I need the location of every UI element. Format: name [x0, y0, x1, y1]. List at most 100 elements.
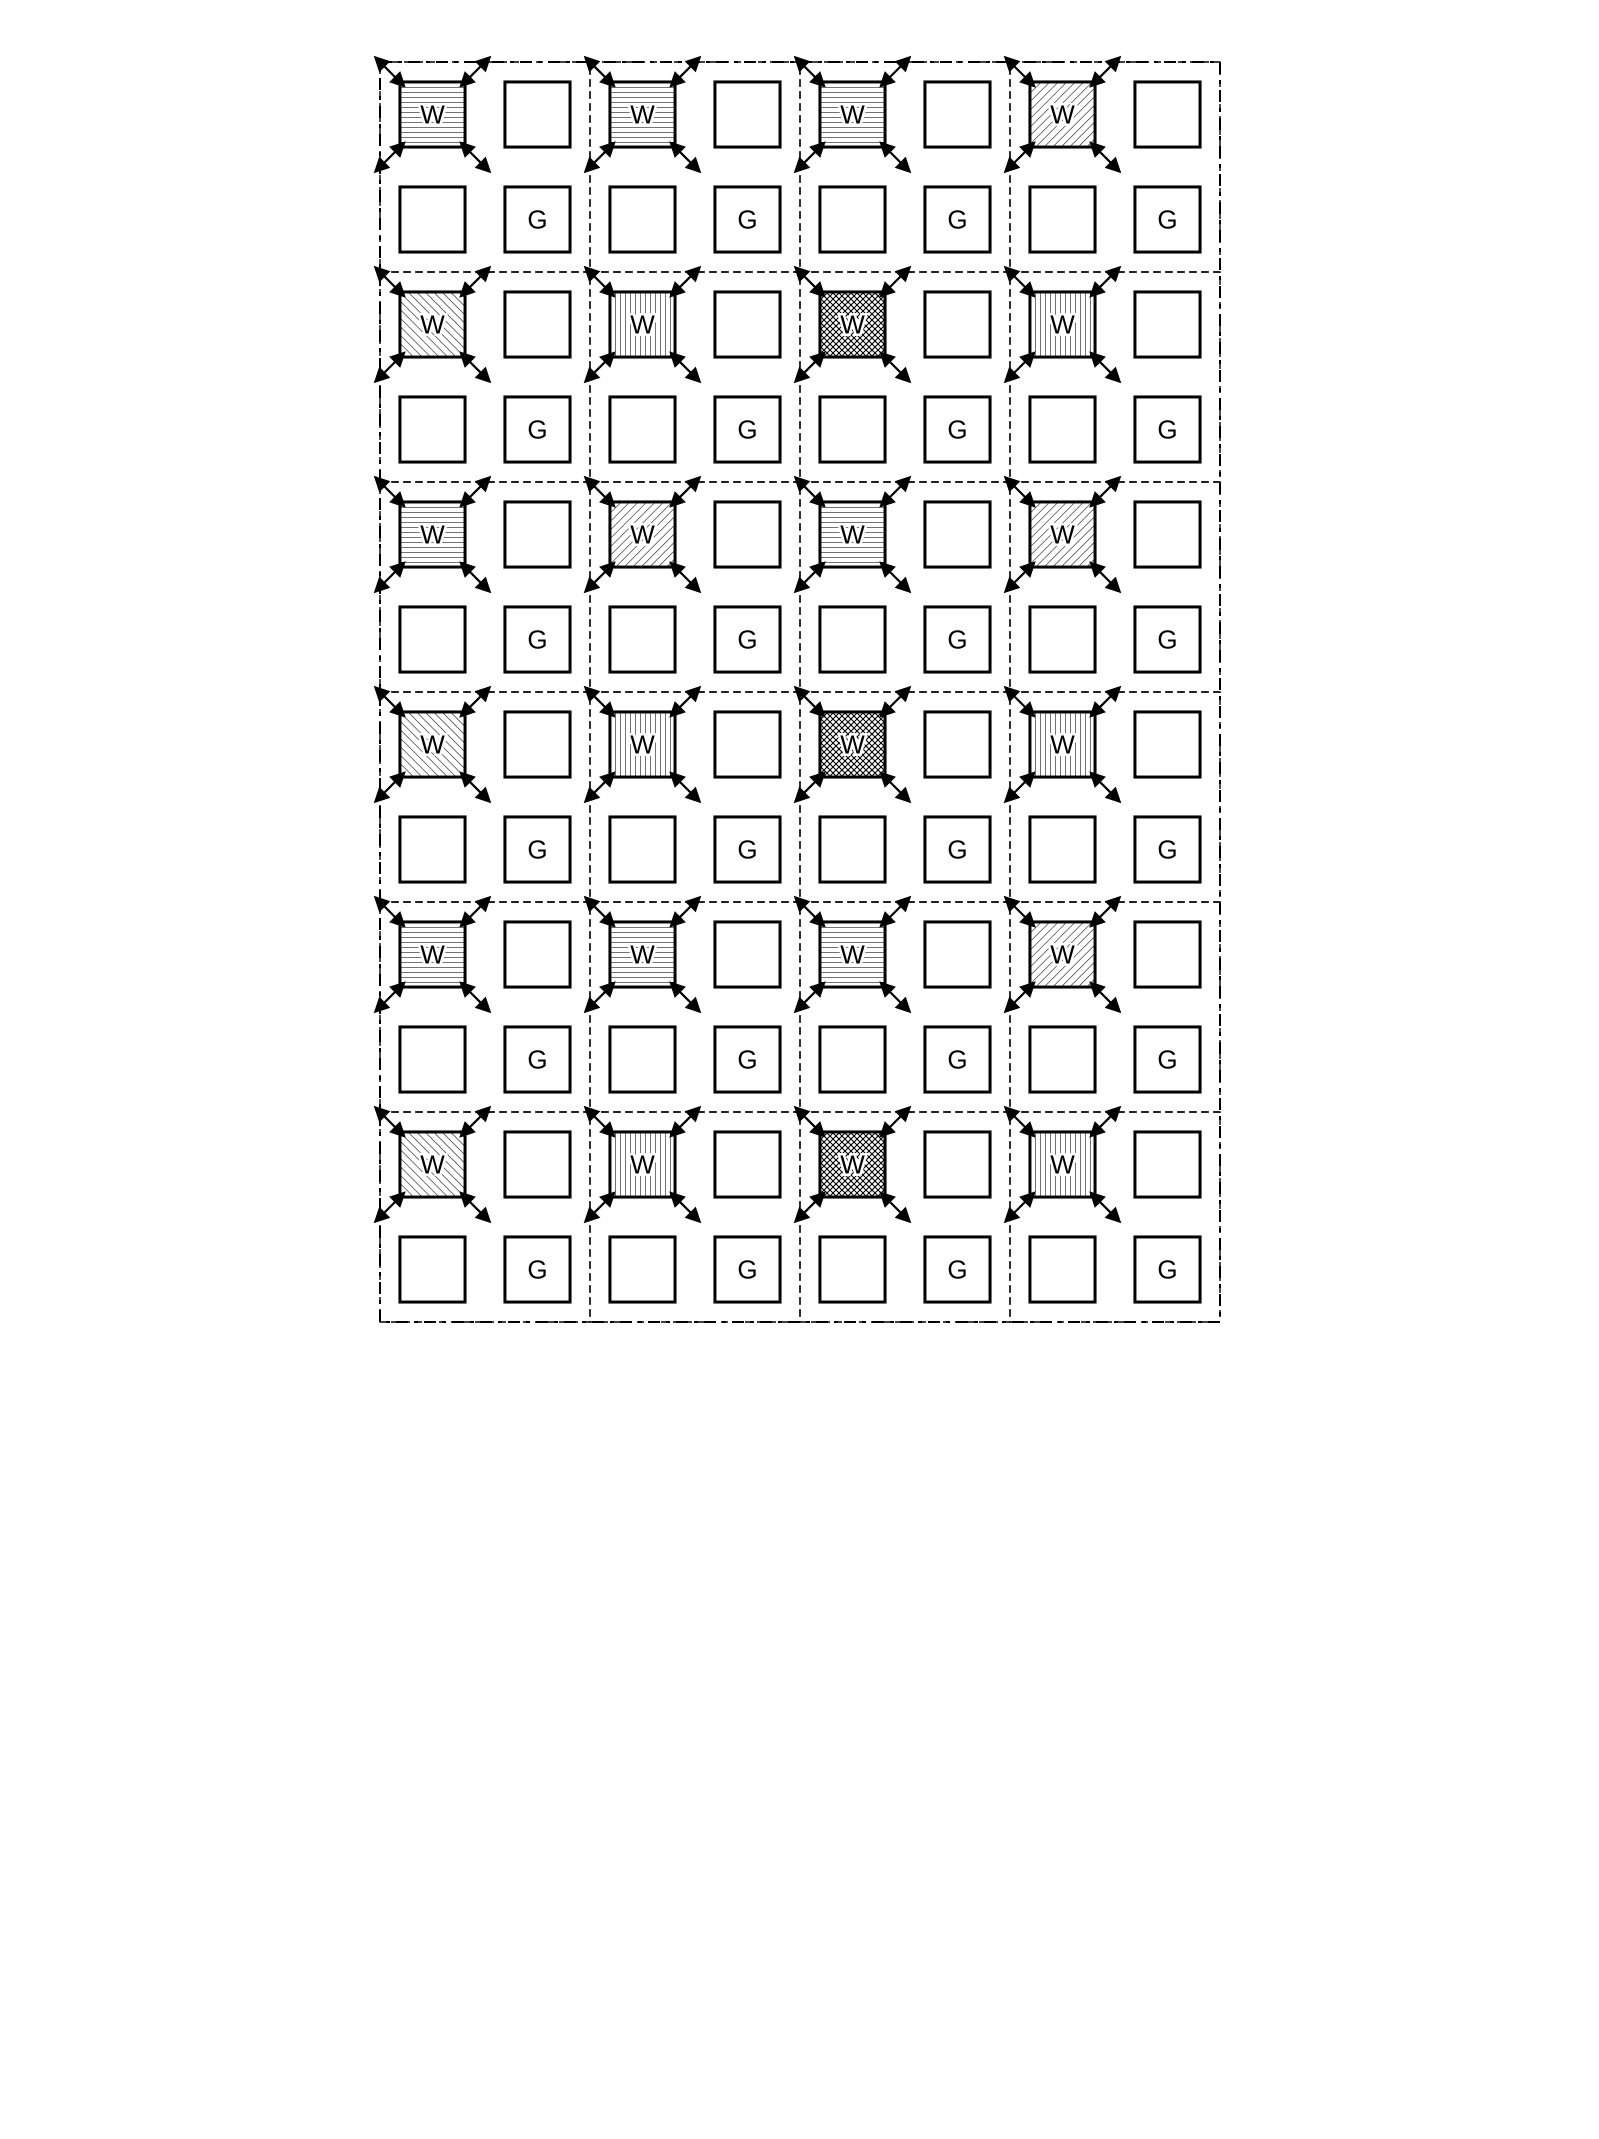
w-label: W	[1050, 100, 1075, 130]
cell-box	[714, 712, 779, 777]
cell-box	[924, 712, 989, 777]
g-label: G	[527, 1045, 547, 1075]
blank-cell	[1134, 82, 1199, 147]
blank-cell	[1134, 922, 1199, 987]
blank-cell	[1134, 502, 1199, 567]
blank-cell	[399, 397, 464, 462]
cell-box	[819, 607, 884, 672]
g-label: G	[1157, 415, 1177, 445]
g-label: G	[947, 625, 967, 655]
diagonal-arrow	[671, 983, 699, 1011]
blank-cell	[924, 922, 989, 987]
diagonal-arrow	[1091, 143, 1119, 171]
blank-cell	[609, 187, 674, 252]
g-cell: G	[504, 1237, 569, 1302]
cell-box	[819, 1237, 884, 1302]
g-cell: G	[1134, 817, 1199, 882]
cell-box	[1134, 1132, 1199, 1197]
g-label: G	[737, 835, 757, 865]
blank-cell	[819, 187, 884, 252]
g-cell: G	[1134, 187, 1199, 252]
cell-box	[714, 922, 779, 987]
diagonal-arrow	[671, 143, 699, 171]
g-cell: G	[1134, 607, 1199, 672]
cell-box	[819, 187, 884, 252]
w-label: W	[630, 100, 655, 130]
g-label: G	[737, 625, 757, 655]
blank-cell	[714, 712, 779, 777]
cell-box	[924, 82, 989, 147]
diagonal-arrow	[1091, 1193, 1119, 1221]
g-cell: G	[504, 187, 569, 252]
w-label: W	[840, 940, 865, 970]
g-label: G	[1157, 835, 1177, 865]
blank-cell	[819, 1237, 884, 1302]
blank-cell	[1029, 1237, 1094, 1302]
cell-box	[504, 712, 569, 777]
diagonal-arrow	[461, 353, 489, 381]
w-cell: W	[819, 922, 884, 987]
w-label: W	[630, 310, 655, 340]
w-label: W	[840, 520, 865, 550]
cell-box	[1029, 397, 1094, 462]
g-cell: G	[924, 187, 989, 252]
diagonal-arrow	[881, 773, 909, 801]
cell-box	[1029, 817, 1094, 882]
g-cell: G	[924, 1237, 989, 1302]
cell-box	[504, 1132, 569, 1197]
blank-cell	[399, 187, 464, 252]
diagonal-arrow	[1091, 773, 1119, 801]
w-cell: W	[819, 712, 884, 777]
g-cell: G	[714, 1027, 779, 1092]
blank-cell	[1029, 817, 1094, 882]
g-cell: G	[1134, 1027, 1199, 1092]
diagonal-arrow	[1091, 353, 1119, 381]
w-label: W	[840, 100, 865, 130]
g-cell: G	[1134, 1237, 1199, 1302]
w-cell: W	[609, 1132, 674, 1197]
w-label: W	[1050, 520, 1075, 550]
g-cell: G	[714, 1237, 779, 1302]
g-label: G	[737, 1045, 757, 1075]
g-label: G	[1157, 1045, 1177, 1075]
w-label: W	[630, 730, 655, 760]
w-label: W	[1050, 730, 1075, 760]
w-cell: W	[819, 292, 884, 357]
w-cell: W	[399, 82, 464, 147]
blank-cell	[1134, 1132, 1199, 1197]
blank-cell	[504, 1132, 569, 1197]
blank-cell	[504, 502, 569, 567]
g-label: G	[1157, 1255, 1177, 1285]
g-cell: G	[504, 1027, 569, 1092]
g-cell: G	[504, 607, 569, 672]
w-cell: W	[1029, 712, 1094, 777]
cell-box	[399, 607, 464, 672]
g-label: G	[527, 415, 547, 445]
blank-cell	[1029, 607, 1094, 672]
g-label: G	[527, 625, 547, 655]
w-label: W	[840, 1150, 865, 1180]
g-label: G	[527, 205, 547, 235]
blank-cell	[609, 397, 674, 462]
w-label: W	[1050, 310, 1075, 340]
w-cell: W	[609, 292, 674, 357]
blank-cell	[714, 502, 779, 567]
cell-box	[819, 1027, 884, 1092]
blank-cell	[609, 607, 674, 672]
g-cell: G	[924, 1027, 989, 1092]
cell-box	[1029, 187, 1094, 252]
blank-cell	[714, 922, 779, 987]
cell-box	[609, 1027, 674, 1092]
blank-cell	[924, 712, 989, 777]
g-label: G	[737, 415, 757, 445]
blank-cell	[504, 712, 569, 777]
g-cell: G	[714, 817, 779, 882]
blank-cell	[924, 82, 989, 147]
blank-cell	[609, 1237, 674, 1302]
w-cell: W	[1029, 922, 1094, 987]
g-cell: G	[504, 817, 569, 882]
g-cell: G	[714, 397, 779, 462]
blank-cell	[1029, 187, 1094, 252]
cell-box	[924, 1132, 989, 1197]
blank-cell	[714, 1132, 779, 1197]
